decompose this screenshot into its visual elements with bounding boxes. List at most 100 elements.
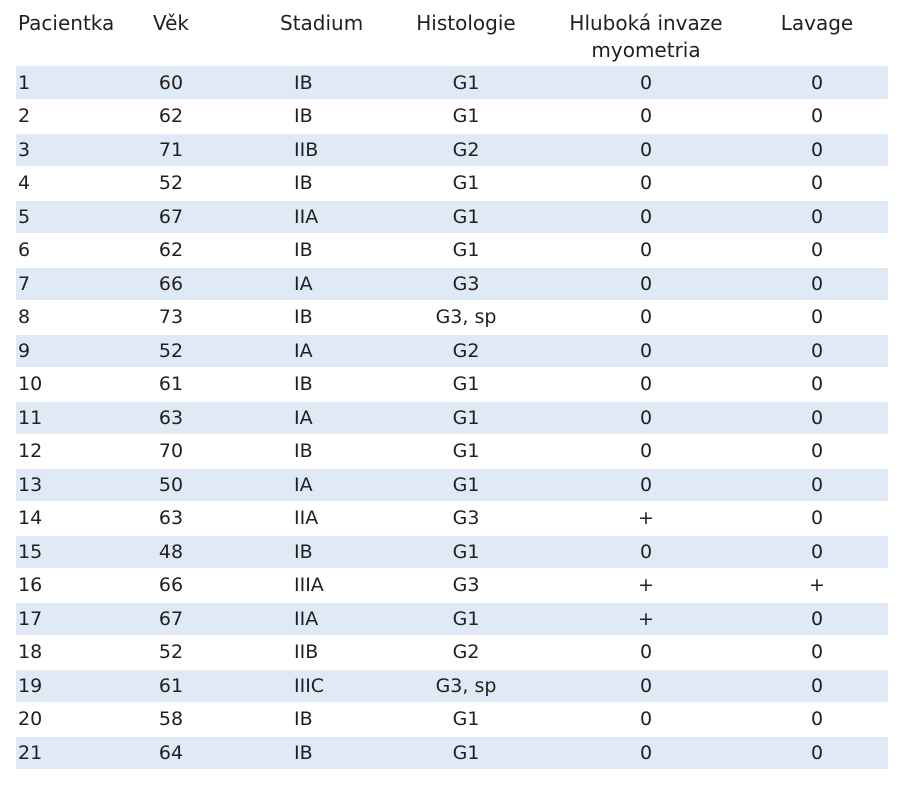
table-row: 1 60 IB G1 0 0 (16, 66, 888, 100)
cell-vek: 66 (126, 267, 256, 301)
cell-vek: 71 (126, 133, 256, 167)
cell-histologie: G1 (366, 166, 546, 200)
cell-vek: 63 (126, 501, 256, 535)
cell-hluboka-invaze-myometria: 0 (546, 434, 746, 468)
cell-vek: 58 (126, 702, 256, 736)
cell-vek: 64 (126, 736, 256, 770)
cell-stadium: IB (256, 434, 366, 468)
cell-stadium: IB (256, 736, 366, 770)
cell-histologie: G1 (366, 200, 546, 234)
cell-lavage: 0 (746, 535, 888, 569)
table-row: 9 52 IA G2 0 0 (16, 334, 888, 368)
cell-histologie: G1 (366, 233, 546, 267)
table-row: 4 52 IB G1 0 0 (16, 166, 888, 200)
cell-stadium: IB (256, 535, 366, 569)
table-row: 17 67 IIA G1 +0 (16, 602, 888, 636)
cell-hluboka-invaze-myometria: 0 (546, 702, 746, 736)
patient-table-container: Pacientka Věk Stadium Histologie Hluboká… (16, 0, 888, 770)
cell-pacientka: 20 (16, 702, 126, 736)
table-row: 2 62 IB G1 0 0 (16, 99, 888, 133)
cell-stadium: IIIA (256, 568, 366, 602)
cell-vek: 66 (126, 568, 256, 602)
cell-vek: 61 (126, 669, 256, 703)
table-row: 21 64 IB G1 0 0 (16, 736, 888, 770)
cell-histologie: G3 (366, 267, 546, 301)
table-row: 11 63 IA G1 0 0 (16, 401, 888, 435)
cell-vek: 52 (126, 166, 256, 200)
cell-vek: 48 (126, 535, 256, 569)
cell-lavage: 0 (746, 200, 888, 234)
cell-lavage: 0 (746, 133, 888, 167)
cell-pacientka: 19 (16, 669, 126, 703)
cell-hluboka-invaze-myometria: 0 (546, 267, 746, 301)
cell-hluboka-invaze-myometria: 0 (546, 133, 746, 167)
cell-pacientka: 11 (16, 401, 126, 435)
cell-hluboka-invaze-myometria: 0 (546, 635, 746, 669)
cell-hluboka-invaze-myometria: 0 (546, 669, 746, 703)
cell-stadium: IB (256, 99, 366, 133)
cell-pacientka: 10 (16, 367, 126, 401)
cell-lavage: 0 (746, 233, 888, 267)
cell-histologie: G1 (366, 602, 546, 636)
cell-hluboka-invaze-myometria: 0 (546, 300, 746, 334)
cell-hluboka-invaze-myometria: 0 (546, 468, 746, 502)
cell-histologie: G1 (366, 367, 546, 401)
cell-histologie: G1 (366, 468, 546, 502)
cell-histologie: G3, sp (366, 300, 546, 334)
table-row: 16 66 IIIA G3 + + (16, 568, 888, 602)
cell-histologie: G2 (366, 635, 546, 669)
cell-vek: 67 (126, 200, 256, 234)
cell-hluboka-invaze-myometria: 0 (546, 535, 746, 569)
cell-pacientka: 8 (16, 300, 126, 334)
cell-pacientka: 2 (16, 99, 126, 133)
cell-stadium: IA (256, 334, 366, 368)
table-row: 15 48 IB G1 0 0 (16, 535, 888, 569)
cell-pacientka: 9 (16, 334, 126, 368)
table-header: Pacientka Věk Stadium Histologie Hluboká… (16, 0, 888, 66)
table-row: 10 61 IB G1 0 0 (16, 367, 888, 401)
cell-lavage: + (746, 568, 888, 602)
cell-histologie: G1 (366, 434, 546, 468)
cell-vek: 70 (126, 434, 256, 468)
cell-stadium: IB (256, 702, 366, 736)
header-hluboka-invaze-myometria: Hluboká invaze myometria (569, 11, 723, 62)
patient-table: Pacientka Věk Stadium Histologie Hluboká… (16, 0, 888, 770)
cell-vek: 73 (126, 300, 256, 334)
cell-stadium: IA (256, 468, 366, 502)
cell-vek: 52 (126, 334, 256, 368)
cell-lavage: 0 (746, 635, 888, 669)
cell-vek: 61 (126, 367, 256, 401)
header-vek: Věk (152, 11, 189, 35)
cell-histologie: G1 (366, 702, 546, 736)
cell-stadium: IB (256, 166, 366, 200)
cell-pacientka: 5 (16, 200, 126, 234)
cell-histologie: G2 (366, 334, 546, 368)
table-row: 8 73 IB G3, sp 0 0 (16, 300, 888, 334)
cell-lavage: 0 (746, 66, 888, 100)
cell-lavage: 0 (746, 702, 888, 736)
cell-lavage: 0 (746, 434, 888, 468)
cell-hluboka-invaze-myometria: + (546, 501, 746, 535)
table-body: 1 60 IB G1 0 0 2 62 IB G1 0 0 3 71 IIB G2 0 0 4 52 IB G1 0 0 5 67… (16, 66, 888, 770)
cell-stadium: IIB (256, 635, 366, 669)
cell-pacientka: 7 (16, 267, 126, 301)
cell-stadium: IB (256, 66, 366, 100)
cell-hluboka-invaze-myometria: + (546, 568, 746, 602)
cell-lavage: 0 (746, 602, 888, 636)
cell-histologie: G3 (366, 568, 546, 602)
header-row: Pacientka Věk Stadium Histologie Hluboká… (16, 0, 888, 66)
cell-vek: 67 (126, 602, 256, 636)
cell-pacientka: 14 (16, 501, 126, 535)
cell-vek: 50 (126, 468, 256, 502)
cell-pacientka: 13 (16, 468, 126, 502)
cell-pacientka: 16 (16, 568, 126, 602)
cell-pacientka: 12 (16, 434, 126, 468)
cell-pacientka: 18 (16, 635, 126, 669)
cell-lavage: 0 (746, 501, 888, 535)
cell-histologie: G1 (366, 401, 546, 435)
cell-hluboka-invaze-myometria: 0 (546, 334, 746, 368)
table-row: 5 67 IIA G1 0 0 (16, 200, 888, 234)
cell-pacientka: 17 (16, 602, 126, 636)
cell-histologie: G3 (366, 501, 546, 535)
cell-histologie: G1 (366, 736, 546, 770)
